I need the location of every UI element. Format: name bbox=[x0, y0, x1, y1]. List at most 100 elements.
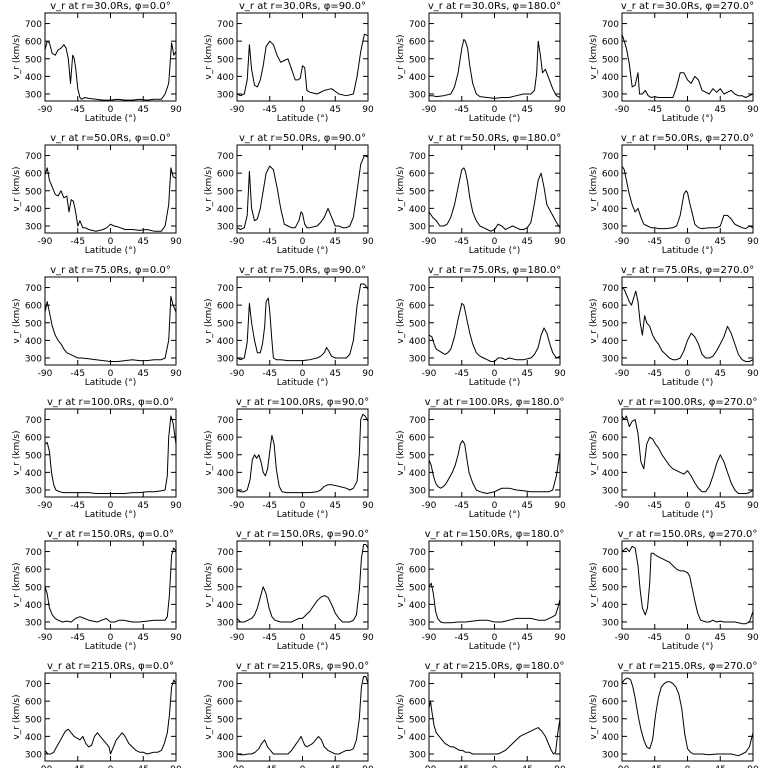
x-axis-label: Latitude (°) bbox=[662, 642, 713, 652]
x-tick-label: -90 bbox=[230, 633, 245, 643]
y-tick-label: 400 bbox=[25, 469, 42, 479]
y-tick-label: 600 bbox=[25, 698, 42, 708]
x-tick-label: -45 bbox=[262, 105, 277, 115]
y-tick-label: 600 bbox=[217, 170, 234, 180]
y-axis-label: v_r (km/s) bbox=[12, 34, 22, 79]
x-tick-label: 45 bbox=[330, 633, 341, 643]
x-tick-label: 0 bbox=[492, 237, 498, 247]
x-tick-label: -90 bbox=[422, 633, 437, 643]
panel-6: v_r at r=50.0Rs, φ=90.0° 300 400 500 600 700 -… bbox=[204, 133, 374, 256]
y-tick-label: 400 bbox=[217, 601, 234, 611]
x-tick-label: 0 bbox=[685, 105, 691, 115]
y-tick-label: 700 bbox=[409, 548, 426, 558]
panel-title: v_r at r=75.0Rs, φ=90.0° bbox=[239, 265, 366, 276]
x-tick-label: 0 bbox=[108, 105, 114, 115]
y-tick-label: 600 bbox=[409, 698, 426, 708]
panel-title: v_r at r=150.0Rs, φ=0.0° bbox=[47, 529, 174, 540]
y-tick-label: 700 bbox=[25, 548, 42, 558]
x-tick-label: -45 bbox=[647, 369, 662, 379]
panel-10: v_r at r=75.0Rs, φ=90.0° 300 400 500 600 700 -… bbox=[204, 265, 374, 388]
x-tick-label: 45 bbox=[522, 501, 533, 511]
panel-17: v_r at r=150.0Rs, φ=0.0° 300 400 500 600 700 -… bbox=[12, 529, 182, 652]
y-tick-label: 400 bbox=[25, 205, 42, 215]
y-tick-label: 300 bbox=[25, 222, 42, 232]
x-tick-label: 45 bbox=[138, 369, 149, 379]
x-tick-label: -45 bbox=[262, 633, 277, 643]
x-tick-label: 90 bbox=[362, 765, 374, 768]
x-tick-label: 0 bbox=[492, 501, 498, 511]
x-axis-label: Latitude (°) bbox=[469, 510, 520, 520]
y-tick-label: 500 bbox=[602, 187, 619, 197]
plot-frame bbox=[428, 408, 561, 498]
panel-21: v_r at r=215.0Rs, φ=0.0° 300 400 500 600 700 -… bbox=[12, 661, 182, 768]
x-tick-label: 90 bbox=[170, 765, 182, 768]
x-tick-label: -45 bbox=[262, 369, 277, 379]
velocity-profile-line bbox=[236, 155, 369, 230]
x-tick-label: 45 bbox=[138, 237, 149, 247]
x-tick-label: 45 bbox=[138, 633, 149, 643]
plot-frame bbox=[236, 12, 369, 102]
velocity-profile-line bbox=[44, 415, 177, 494]
y-tick-label: 700 bbox=[217, 548, 234, 558]
plot-frame bbox=[44, 672, 177, 762]
x-tick-label: 0 bbox=[685, 369, 691, 379]
x-tick-label: -45 bbox=[454, 765, 469, 768]
plot-frame bbox=[236, 276, 369, 366]
y-tick-label: 400 bbox=[409, 73, 426, 83]
y-tick-label: 300 bbox=[602, 354, 619, 364]
y-tick-label: 300 bbox=[409, 354, 426, 364]
y-tick-label: 500 bbox=[25, 55, 42, 65]
y-tick-label: 500 bbox=[217, 715, 234, 725]
y-tick-label: 700 bbox=[602, 20, 619, 30]
y-axis-label: v_r (km/s) bbox=[12, 562, 22, 607]
x-tick-label: 90 bbox=[747, 237, 759, 247]
x-tick-label: -90 bbox=[615, 105, 630, 115]
y-tick-label: 500 bbox=[25, 187, 42, 197]
y-tick-label: 400 bbox=[217, 73, 234, 83]
y-tick-label: 500 bbox=[25, 583, 42, 593]
x-tick-label: -45 bbox=[70, 105, 85, 115]
y-tick-label: 600 bbox=[25, 434, 42, 444]
velocity-profile-line bbox=[428, 167, 561, 232]
y-axis-label: v_r (km/s) bbox=[204, 298, 214, 343]
panel-20: v_r at r=150.0Rs, φ=270.0° 300 400 500 600 70… bbox=[589, 529, 759, 652]
x-tick-label: 45 bbox=[330, 765, 341, 768]
x-tick-label: 90 bbox=[362, 369, 374, 379]
plot-frame bbox=[428, 672, 561, 762]
y-tick-label: 500 bbox=[25, 451, 42, 461]
plot-frame bbox=[236, 540, 369, 630]
x-tick-label: -45 bbox=[262, 765, 277, 768]
y-tick-label: 500 bbox=[409, 715, 426, 725]
y-tick-label: 300 bbox=[25, 354, 42, 364]
x-tick-label: -45 bbox=[454, 105, 469, 115]
x-tick-label: 0 bbox=[300, 633, 306, 643]
y-tick-label: 700 bbox=[217, 20, 234, 30]
y-tick-label: 400 bbox=[409, 601, 426, 611]
velocity-profile-line bbox=[236, 283, 369, 362]
panel-title: v_r at r=75.0Rs, φ=180.0° bbox=[428, 265, 561, 276]
y-tick-label: 400 bbox=[25, 73, 42, 83]
plot-frame bbox=[44, 408, 177, 498]
plot-frame bbox=[428, 144, 561, 234]
x-axis-label: Latitude (°) bbox=[469, 114, 520, 124]
x-tick-label: 45 bbox=[715, 369, 726, 379]
x-tick-label: -90 bbox=[230, 369, 245, 379]
y-axis-label: v_r (km/s) bbox=[589, 562, 599, 607]
panel-title: v_r at r=100.0Rs, φ=180.0° bbox=[425, 397, 565, 408]
y-tick-label: 700 bbox=[602, 284, 619, 294]
y-tick-label: 500 bbox=[409, 55, 426, 65]
x-tick-label: 0 bbox=[492, 105, 498, 115]
y-tick-label: 400 bbox=[217, 469, 234, 479]
x-tick-label: 0 bbox=[492, 633, 498, 643]
y-axis-label: v_r (km/s) bbox=[589, 430, 599, 475]
x-tick-label: -45 bbox=[262, 501, 277, 511]
plot-frame bbox=[44, 276, 177, 366]
plot-frame bbox=[621, 540, 754, 630]
y-axis-label: v_r (km/s) bbox=[204, 34, 214, 79]
x-tick-label: 0 bbox=[108, 369, 114, 379]
panel-title: v_r at r=75.0Rs, φ=270.0° bbox=[621, 265, 754, 276]
y-tick-label: 700 bbox=[409, 20, 426, 30]
x-tick-label: 45 bbox=[715, 237, 726, 247]
x-axis-label: Latitude (°) bbox=[662, 246, 713, 256]
y-tick-label: 700 bbox=[25, 680, 42, 690]
